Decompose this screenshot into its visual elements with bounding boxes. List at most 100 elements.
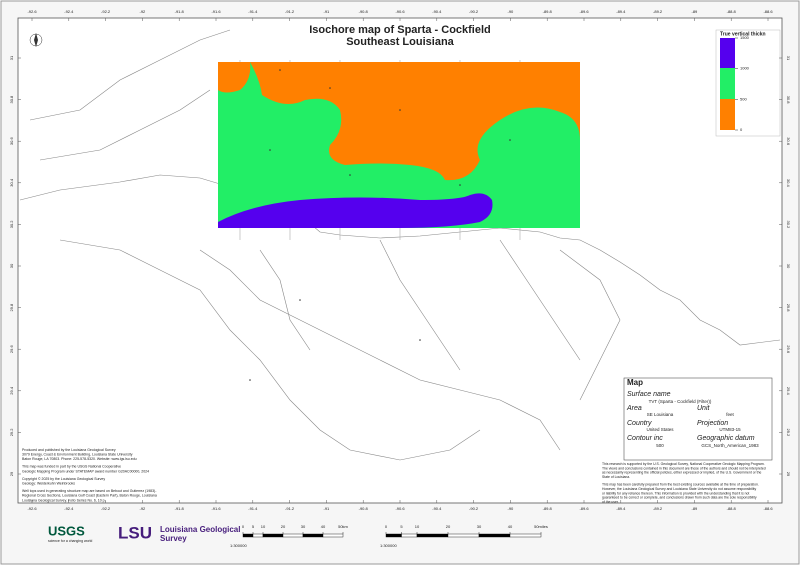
lon-label: -91.2 [285,9,295,14]
lat-label: 30.2 [9,220,14,229]
scale-segment [282,533,304,538]
credit-line: 3079 Energy, Coast & Environment Buildin… [22,453,133,457]
lon-label: -89 [692,506,699,511]
lon-label: -91.8 [175,506,185,511]
lat-label: 29.2 [9,428,14,437]
scale-label: 40 [321,524,326,529]
disclaimer-line: The views and conclusions contained in t… [602,466,766,470]
lon-label: -88.8 [727,506,737,511]
info-value: UTM83-15 [719,427,741,432]
lon-label: -88.6 [763,9,773,14]
scale-segment [262,533,284,538]
info-label: Contour inc [627,435,663,442]
lsu-name: Survey [160,534,187,543]
usgs-logo: USGS [48,523,85,538]
legend-title: True vertical thickn [720,31,766,37]
scale-segment [509,533,542,538]
lat-label: 29.4 [9,386,14,395]
well [459,184,461,186]
lon-label: -91.2 [285,506,295,511]
credit-line: Geology: Weiderkuhn Weinbrooks [22,482,75,486]
lat-label: 30.6 [786,137,791,146]
scale-label: 0 [242,524,245,529]
parish-lines [199,239,621,451]
lat-label: 31 [786,56,791,61]
usgs-tagline: science for a changing world [48,539,92,543]
disclaimer-line: or liability for any reliance thereon. T… [602,491,749,495]
lon-label: -89.2 [653,506,663,511]
logos: USGS science for a changing world LSU Lo… [48,523,240,543]
wells [249,69,511,381]
legend-swatch [720,99,735,130]
lon-label: -91.4 [248,9,258,14]
well [269,149,271,151]
north-arrow [29,33,43,47]
scale-label: 50km [338,524,348,529]
scale-segment [401,533,418,538]
info-value: SE Louisiana [647,412,674,417]
credit-line: This map was funded in part by the USGS … [22,465,121,469]
lon-label: -88.6 [763,506,773,511]
legend: True vertical thickn [715,29,781,137]
disclaimer-line: This map has been carefully prepared fro… [602,482,759,486]
lon-label: -92.2 [101,9,111,14]
info-label: Geographic datum [697,435,755,442]
credit-line: Louisiana Geological Survey. Folio Serie… [22,498,106,502]
scale-ratio: 1:300000 [230,543,247,548]
info-label: Projection [697,420,728,427]
lsu-logo: LSU [118,523,152,542]
info-box-frame [623,377,773,461]
well [349,174,351,176]
info-value: TVT (Sparta - Cockfield (Filter)) [649,399,712,404]
lon-label: -91.4 [248,506,258,511]
credit-line: Geologic Mapping Program under STATEMAP … [22,469,149,473]
scale-label: 5 [252,524,255,529]
lon-label: -89.4 [616,9,626,14]
scale-segment [478,533,511,538]
scale-segment [447,533,480,538]
lat-label: 30.8 [9,95,14,104]
north-arrow-needle [34,33,38,47]
lon-label: -90 [508,9,515,14]
lon-label: -89.8 [543,506,553,511]
zone-0-500 [218,62,470,162]
info-value: 500 [656,443,664,448]
lon-label: -91.6 [211,506,221,511]
disclaimer-line: This research is supported by the U.S. G… [602,462,765,466]
lsu-name: Louisiana Geological [160,525,240,534]
info-label: Unit [697,405,711,412]
lat-label: 29.8 [9,303,14,312]
lat-label: 30.2 [786,221,791,230]
legend-swatch [720,38,735,68]
lat-label: 30 [786,264,791,269]
credit-line: Regional Cross Sections, Louisiana Gulf … [22,494,157,498]
well [249,379,251,381]
legend-label: 1500 [740,35,750,40]
well [419,339,421,341]
lon-label: -91.8 [175,9,185,14]
lon-label: -88.8 [727,9,737,14]
lat-label: 30.6 [9,137,14,146]
scale-label: 20 [281,524,286,529]
scale-label: 30 [477,524,482,529]
lat-label: 30.8 [786,96,791,105]
well [509,139,511,141]
lon-label: -89.2 [653,9,663,14]
lat-label: 29.4 [786,387,791,396]
info-label: Surface name [627,391,671,398]
info-value: feet [726,412,734,417]
scale-segment [385,533,402,538]
scale-label: 20 [446,524,451,529]
lon-label: -91 [324,506,331,511]
well [329,87,331,89]
lon-label: -89.4 [616,506,626,511]
lon-label: -89.6 [579,506,589,511]
lon-label: -92.6 [27,506,37,511]
lat-label: 29.2 [786,429,791,438]
lat-label: 29.8 [786,304,791,313]
lat-label: 30 [9,263,14,268]
lat-label: 29 [786,472,791,477]
disclaimer-line: guaranteed to be correct or complete, an… [602,496,757,500]
lon-label: -90.6 [395,9,405,14]
credit-line: Copyright © 2025 by the Louisiana Geolog… [22,477,105,481]
